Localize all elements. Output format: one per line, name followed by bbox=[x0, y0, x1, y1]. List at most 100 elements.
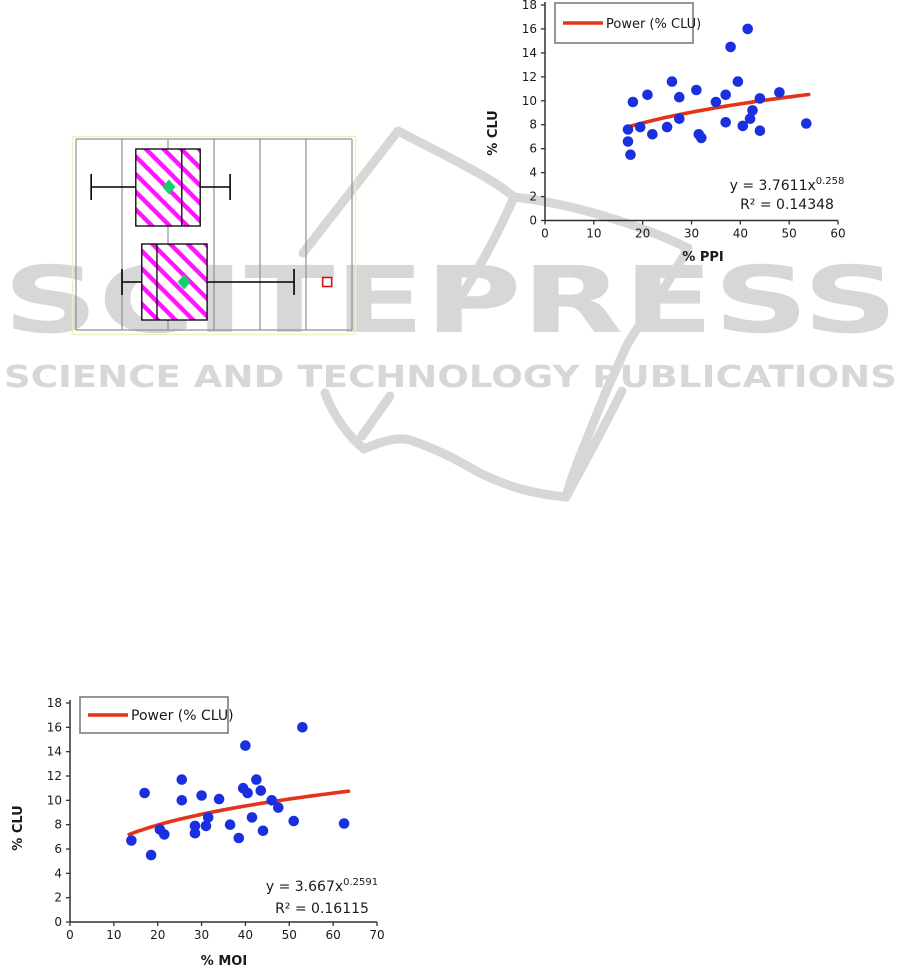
y-tick-label: 18 bbox=[47, 696, 62, 710]
y-tick-label: 4 bbox=[529, 166, 537, 180]
mean-diamond-marker bbox=[162, 179, 176, 195]
data-point bbox=[732, 76, 744, 87]
trendline-equation: y = 3.667x0.2591 bbox=[266, 877, 378, 895]
data-point bbox=[774, 87, 785, 98]
data-point bbox=[622, 124, 634, 135]
y-tick-label: 12 bbox=[47, 769, 62, 783]
data-point bbox=[176, 795, 188, 806]
y-tick-label: 14 bbox=[522, 46, 537, 60]
boxplot-chart bbox=[71, 135, 357, 336]
x-tick-label: 30 bbox=[684, 227, 699, 241]
x-tick-label: 20 bbox=[635, 227, 650, 241]
r-squared-value: R² = 0.14348 bbox=[740, 197, 834, 213]
data-point bbox=[224, 819, 236, 830]
data-point bbox=[737, 120, 749, 132]
scitepress-logo-stroke bbox=[320, 388, 369, 454]
x-tick-label: 50 bbox=[782, 227, 797, 241]
y-tick-label: 6 bbox=[529, 142, 537, 156]
data-point bbox=[634, 121, 646, 133]
data-point bbox=[744, 113, 756, 124]
data-point bbox=[801, 118, 812, 129]
data-point bbox=[710, 96, 722, 108]
data-point bbox=[754, 125, 766, 136]
mean-diamond-marker bbox=[177, 274, 191, 290]
data-point bbox=[696, 132, 707, 144]
scatter_ppi-chart: 0 10 20 30 40 50 60 0 2 4 6 8 10 12 14 16 18 % PPI % CLU Po… bbox=[486, 0, 846, 265]
data-point bbox=[159, 829, 170, 840]
data-point bbox=[257, 825, 269, 837]
x-tick-label: 70 bbox=[369, 928, 384, 942]
data-point bbox=[242, 787, 253, 799]
scitepress-logo-stroke bbox=[393, 126, 519, 202]
data-point bbox=[240, 740, 251, 751]
y-tick-label: 10 bbox=[522, 94, 537, 108]
x-tick-label: 40 bbox=[238, 928, 253, 942]
data-point bbox=[176, 774, 188, 785]
data-point bbox=[647, 129, 658, 140]
scitepress-logo-stroke bbox=[561, 386, 627, 502]
x-tick-label: 50 bbox=[282, 928, 297, 942]
data-point bbox=[273, 802, 284, 813]
x-tick-label: 60 bbox=[830, 227, 845, 241]
x-tick-label: 10 bbox=[586, 227, 601, 241]
box-series-box-top bbox=[90, 148, 231, 227]
data-point bbox=[666, 76, 678, 87]
power-trendline bbox=[127, 789, 351, 837]
data-point bbox=[754, 93, 766, 104]
iqr-box bbox=[141, 243, 208, 321]
y-tick-label: 2 bbox=[529, 190, 537, 204]
y-tick-label: 18 bbox=[522, 0, 537, 12]
y-tick-label: 12 bbox=[522, 70, 537, 84]
data-point bbox=[625, 149, 636, 160]
y-tick-label: 4 bbox=[54, 866, 62, 880]
data-point bbox=[297, 722, 308, 733]
y-tick-label: 6 bbox=[54, 842, 62, 856]
data-point bbox=[213, 793, 225, 805]
x-tick-label: 0 bbox=[66, 928, 74, 942]
data-point bbox=[126, 835, 137, 846]
watermark-subtitle-text: SCIENCE AND TECHNOLOGY PUBLICATIONS bbox=[4, 360, 897, 395]
x-tick-label: 10 bbox=[106, 928, 121, 942]
data-point bbox=[674, 91, 685, 103]
r-squared-value: R² = 0.16115 bbox=[275, 901, 369, 917]
trendline-equation: y = 3.7611x0.258 bbox=[730, 176, 845, 194]
data-point bbox=[266, 795, 278, 806]
x-tick-label: 30 bbox=[194, 928, 209, 942]
y-tick-label: 16 bbox=[47, 720, 62, 734]
data-point bbox=[246, 812, 258, 823]
legend-box bbox=[554, 2, 694, 44]
x-axis-title: % MOI bbox=[201, 954, 247, 969]
data-point bbox=[622, 136, 634, 147]
scitepress-logo-stroke bbox=[509, 192, 693, 253]
data-point bbox=[691, 84, 702, 96]
x-tick-label: 20 bbox=[150, 928, 165, 942]
data-point bbox=[288, 815, 300, 827]
data-point bbox=[233, 832, 245, 844]
y-tick-label: 16 bbox=[522, 22, 537, 36]
data-point bbox=[196, 790, 207, 801]
legend-label: Power (% CLU) bbox=[606, 17, 701, 32]
scitepress-logo-stroke bbox=[359, 434, 571, 502]
power-trendline bbox=[626, 92, 811, 129]
data-point bbox=[251, 774, 262, 785]
data-point bbox=[139, 787, 150, 799]
x-tick-label: 40 bbox=[733, 227, 748, 241]
scitepress-logo-stroke bbox=[357, 391, 395, 441]
scitepress-logo-stroke bbox=[561, 243, 693, 502]
y-axis-title: % CLU bbox=[486, 110, 501, 155]
data-point bbox=[674, 113, 685, 124]
boxplot-outer-accent bbox=[71, 135, 357, 336]
legend-label: Power (% CLU) bbox=[131, 708, 234, 724]
data-point bbox=[747, 105, 758, 116]
data-point bbox=[642, 89, 653, 101]
scatter_moi-chart: 0 10 20 30 40 50 60 70 0 2 4 6 8 10 12 14 16 18 % MOI % CLU… bbox=[11, 696, 385, 969]
x-tick-label: 60 bbox=[326, 928, 341, 942]
x-axis-title: % PPI bbox=[682, 250, 723, 265]
data-point bbox=[720, 117, 731, 128]
box-series-box-bottom bbox=[121, 243, 333, 321]
data-point bbox=[200, 820, 212, 832]
data-point bbox=[725, 41, 736, 53]
